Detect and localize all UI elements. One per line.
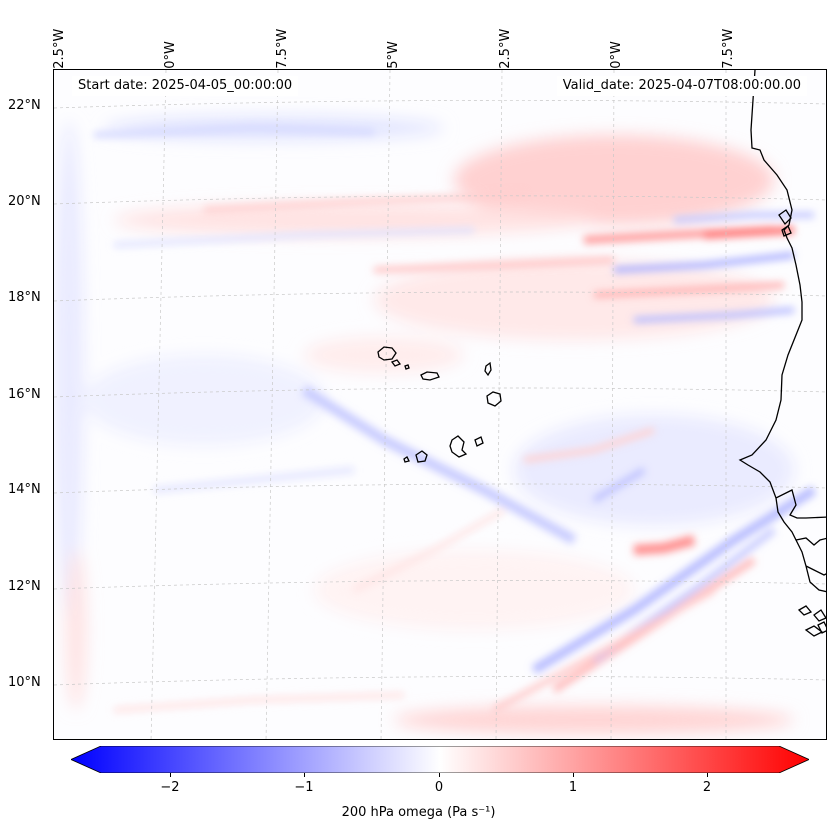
lat-label-22n: 22°N <box>8 98 41 113</box>
colorbar-tick-mark <box>170 773 171 777</box>
colorbar-tick-mark <box>304 773 305 777</box>
coastline <box>377 70 826 637</box>
lat-label-18n: 18°N <box>8 290 41 305</box>
map-panel <box>53 69 827 740</box>
colorbar-tick-label: −1 <box>294 780 314 795</box>
lat-label-10n: 10°N <box>8 675 41 690</box>
colorbar-tick-mark <box>439 773 440 777</box>
colorbar-tick-label: 0 <box>434 780 444 795</box>
lat-label-20n: 20°N <box>8 194 41 209</box>
colorbar-tick-mark <box>573 773 574 777</box>
colorbar-tick-label: 2 <box>702 780 712 795</box>
omega-field-map <box>54 70 826 739</box>
lat-label-16n: 16°N <box>8 387 41 402</box>
colorbar-tick-label: 1 <box>568 780 578 795</box>
colorbar-tick-label: −2 <box>160 780 180 795</box>
omega-streaks <box>93 124 817 713</box>
lat-label-14n: 14°N <box>8 482 41 497</box>
valid-date-label: Valid_date: 2025-04-07T08:00:00.00 <box>556 76 807 96</box>
background-shading <box>55 116 794 734</box>
colorbar-title: 200 hPa omega (Pa s⁻¹) <box>341 805 496 820</box>
graticule <box>54 70 826 739</box>
lat-label-12n: 12°N <box>8 579 41 594</box>
colorbar-graphic <box>70 745 810 774</box>
colorbar <box>70 745 810 774</box>
start-date-label: Start date: 2025-04-05_00:00:00 <box>72 76 299 96</box>
colorbar-tick-mark <box>707 773 708 777</box>
